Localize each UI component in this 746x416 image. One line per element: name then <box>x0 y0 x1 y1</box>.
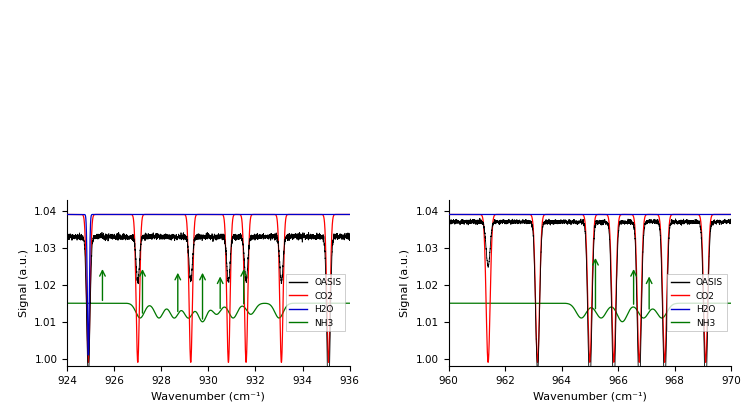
Legend: OASIS, CO2, H2O, NH3: OASIS, CO2, H2O, NH3 <box>667 275 727 331</box>
X-axis label: Wavenumber (cm⁻¹): Wavenumber (cm⁻¹) <box>533 391 647 401</box>
X-axis label: Wavenumber (cm⁻¹): Wavenumber (cm⁻¹) <box>151 391 266 401</box>
Legend: OASIS, CO2, H2O, NH3: OASIS, CO2, H2O, NH3 <box>286 275 345 331</box>
Y-axis label: Signal (a.u.): Signal (a.u.) <box>19 249 29 317</box>
Y-axis label: Signal (a.u.): Signal (a.u.) <box>400 249 410 317</box>
